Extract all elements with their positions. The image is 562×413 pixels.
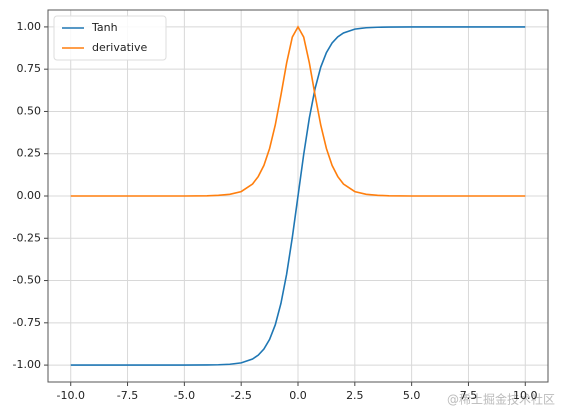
- x-tick-label: -2.5: [230, 389, 251, 402]
- plot-frame: [47, 9, 549, 383]
- y-tick-label: -0.25: [13, 231, 41, 244]
- x-tick-label: 5.0: [403, 389, 421, 402]
- legend-label: derivative: [92, 41, 147, 54]
- x-tick-label: 7.5: [460, 389, 478, 402]
- x-tick-label: -7.5: [117, 389, 138, 402]
- y-tick-label: 0.50: [17, 104, 42, 117]
- x-tick-label: 10.0: [513, 389, 538, 402]
- y-tick-label: 1.00: [17, 20, 42, 33]
- y-tick-label: 0.00: [17, 189, 42, 202]
- x-tick-label: 0.0: [289, 389, 307, 402]
- y-tick-label: -0.50: [13, 274, 41, 287]
- x-tick-label: -10.0: [56, 389, 84, 402]
- watermark: @稀土掘金技术社区: [447, 392, 555, 407]
- y-tick-label: 0.25: [17, 147, 42, 160]
- x-tick-label: 2.5: [346, 389, 364, 402]
- line-series: [70, 26, 526, 366]
- legend-label: Tanh: [91, 21, 118, 34]
- y-tick-label: 0.75: [17, 62, 42, 75]
- line-series: [70, 25, 526, 197]
- y-tick-label: -1.00: [13, 358, 41, 371]
- legend-box: [53, 15, 167, 61]
- x-tick-label: -5.0: [174, 389, 195, 402]
- y-tick-label: -0.75: [13, 316, 41, 329]
